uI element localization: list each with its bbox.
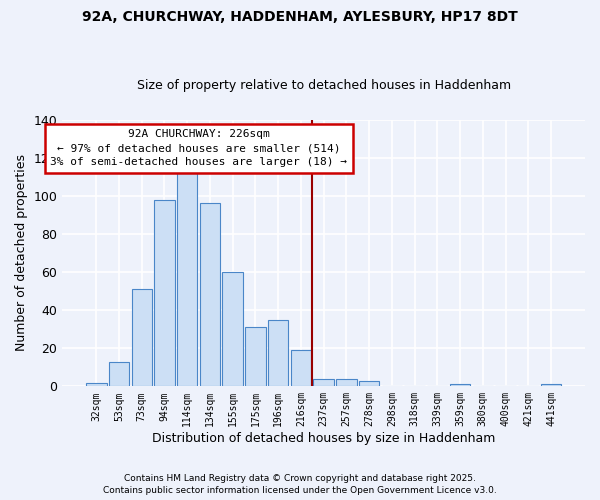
Bar	[313, 378, 334, 386]
Text: 92A, CHURCHWAY, HADDENHAM, AYLESBURY, HP17 8DT: 92A, CHURCHWAY, HADDENHAM, AYLESBURY, HP…	[82, 10, 518, 24]
Bar	[131, 289, 152, 386]
Bar	[86, 382, 107, 386]
Y-axis label: Number of detached properties: Number of detached properties	[15, 154, 28, 352]
Bar	[359, 380, 379, 386]
Text: Contains HM Land Registry data © Crown copyright and database right 2025.
Contai: Contains HM Land Registry data © Crown c…	[103, 474, 497, 495]
Bar	[245, 328, 266, 386]
Bar	[541, 384, 561, 386]
Bar	[268, 320, 289, 386]
Bar	[109, 362, 129, 386]
Bar	[290, 350, 311, 387]
Text: 92A CHURCHWAY: 226sqm
← 97% of detached houses are smaller (514)
3% of semi-deta: 92A CHURCHWAY: 226sqm ← 97% of detached …	[50, 129, 347, 167]
Title: Size of property relative to detached houses in Haddenham: Size of property relative to detached ho…	[137, 79, 511, 92]
Bar	[450, 384, 470, 386]
Bar	[336, 378, 356, 386]
Bar	[223, 272, 243, 386]
Bar	[177, 162, 197, 386]
X-axis label: Distribution of detached houses by size in Haddenham: Distribution of detached houses by size …	[152, 432, 496, 445]
Bar	[154, 200, 175, 386]
Bar	[200, 204, 220, 386]
